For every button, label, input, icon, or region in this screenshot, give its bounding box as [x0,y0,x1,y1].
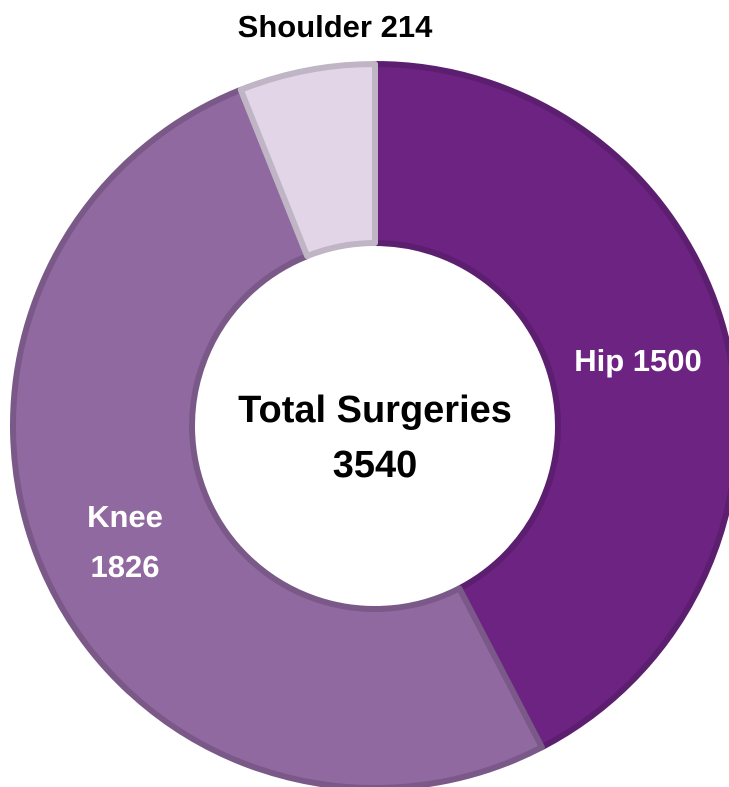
slice-label: Knee 1826 [87,499,163,584]
slices [10,61,729,787]
slice-name: Shoulder [238,9,372,44]
center-label: Total Surgeries [238,389,512,431]
slice-name: Knee [87,499,163,534]
slice-label: Shoulder 214 [238,9,433,44]
slice [372,61,729,751]
slice-value: 1826 [91,549,160,584]
slice-value: 1500 [633,343,702,378]
slice-label: Hip 1500 [574,343,702,378]
slice-name: Hip [574,343,624,378]
slice-value: 214 [381,9,433,44]
center-total: 3540 [333,444,418,486]
slice [237,61,378,260]
slice [10,86,545,787]
